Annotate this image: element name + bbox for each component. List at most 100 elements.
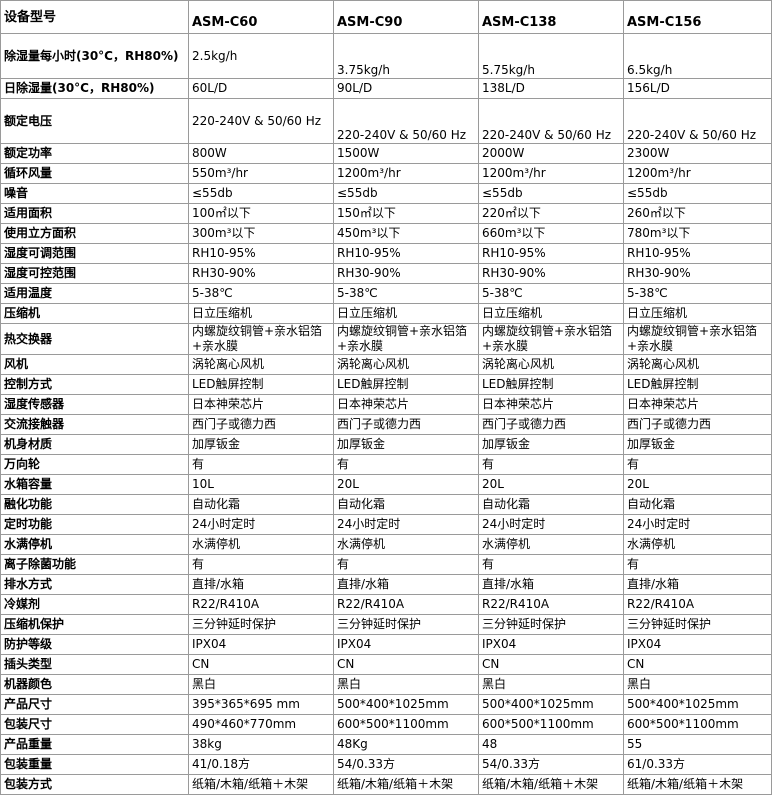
cell: 5-38℃ xyxy=(624,284,772,304)
cell: 20L xyxy=(334,475,479,495)
cell: 有 xyxy=(334,555,479,575)
cell: 220㎡以下 xyxy=(479,204,624,224)
cell: 日立压缩机 xyxy=(334,304,479,324)
cell: 加厚钣金 xyxy=(624,435,772,455)
row-label: 插头类型 xyxy=(1,655,189,675)
cell: 54/0.33方 xyxy=(479,755,624,775)
cell: ≤55db xyxy=(479,184,624,204)
cell: 日本神荣芯片 xyxy=(624,395,772,415)
cell: 2.5kg/h xyxy=(189,34,334,79)
cell: 150㎡以下 xyxy=(334,204,479,224)
cell: 490*460*770mm xyxy=(189,715,334,735)
cell: IPX04 xyxy=(189,635,334,655)
cell: 日立压缩机 xyxy=(479,304,624,324)
table-row: 压缩机日立压缩机日立压缩机日立压缩机日立压缩机 xyxy=(1,304,772,324)
cell: 直排/水箱 xyxy=(334,575,479,595)
table-row: 机身材质加厚钣金加厚钣金加厚钣金加厚钣金 xyxy=(1,435,772,455)
row-label: 日除湿量(30°C，RH80%) xyxy=(1,79,189,99)
cell: 220-240V & 50/60 Hz xyxy=(624,99,772,144)
row-label: 包装重量 xyxy=(1,755,189,775)
cell: 涡轮离心风机 xyxy=(189,355,334,375)
cell: 54/0.33方 xyxy=(334,755,479,775)
row-label: 机器颜色 xyxy=(1,675,189,695)
cell: ≤55db xyxy=(189,184,334,204)
table-row: 水满停机水满停机水满停机水满停机水满停机 xyxy=(1,535,772,555)
cell: 有 xyxy=(334,455,479,475)
cell: 自动化霜 xyxy=(189,495,334,515)
cell: 纸箱/木箱/纸箱＋木架 xyxy=(334,775,479,795)
table-row: 冷媒剂R22/R410AR22/R410AR22/R410AR22/R410A xyxy=(1,595,772,615)
cell: 纸箱/木箱/纸箱＋木架 xyxy=(479,775,624,795)
table-row: 额定电压220-240V & 50/60 Hz220-240V & 50/60 … xyxy=(1,99,772,144)
cell: CN xyxy=(479,655,624,675)
cell: R22/R410A xyxy=(334,595,479,615)
cell: RH30-90% xyxy=(624,264,772,284)
cell: 10L xyxy=(189,475,334,495)
row-label: 风机 xyxy=(1,355,189,375)
table-row: 万向轮有有有有 xyxy=(1,455,772,475)
table-row: 控制方式LED触屏控制LED触屏控制LED触屏控制LED触屏控制 xyxy=(1,375,772,395)
table-row: 产品重量38kg48Kg4855 xyxy=(1,735,772,755)
cell: LED触屏控制 xyxy=(334,375,479,395)
row-label: 水满停机 xyxy=(1,535,189,555)
table-row: 适用面积100㎡以下150㎡以下220㎡以下260㎡以下 xyxy=(1,204,772,224)
cell: 内螺旋纹铜管+亲水铝箔+亲水膜 xyxy=(624,324,772,355)
row-label: 噪音 xyxy=(1,184,189,204)
cell: 2000W xyxy=(479,144,624,164)
table-row: 湿度可控范围RH30-90%RH30-90%RH30-90%RH30-90% xyxy=(1,264,772,284)
cell: 1200m³/hr xyxy=(479,164,624,184)
cell: 38kg xyxy=(189,735,334,755)
cell: 加厚钣金 xyxy=(334,435,479,455)
cell: 260㎡以下 xyxy=(624,204,772,224)
cell: 西门子或德力西 xyxy=(189,415,334,435)
cell: 800W xyxy=(189,144,334,164)
table-row: 水箱容量10L20L20L20L xyxy=(1,475,772,495)
cell: 纸箱/木箱/纸箱＋木架 xyxy=(624,775,772,795)
cell: 日立压缩机 xyxy=(624,304,772,324)
header-row: 设备型号ASM-C60ASM-C90ASM-C138ASM-C156 xyxy=(1,1,772,34)
row-label: 压缩机 xyxy=(1,304,189,324)
cell: 60L/D xyxy=(189,79,334,99)
cell: 24小时定时 xyxy=(624,515,772,535)
row-label: 万向轮 xyxy=(1,455,189,475)
cell: 内螺旋纹铜管+亲水铝箔+亲水膜 xyxy=(334,324,479,355)
cell: 1200m³/hr xyxy=(334,164,479,184)
table-row: 产品尺寸395*365*695 mm500*400*1025mm500*400*… xyxy=(1,695,772,715)
cell: 日立压缩机 xyxy=(189,304,334,324)
cell: 纸箱/木箱/纸箱＋木架 xyxy=(189,775,334,795)
cell: 三分钟延时保护 xyxy=(334,615,479,635)
table-row: 离子除菌功能有有有有 xyxy=(1,555,772,575)
cell: 水满停机 xyxy=(479,535,624,555)
cell: 450m³以下 xyxy=(334,224,479,244)
cell: 20L xyxy=(624,475,772,495)
cell: 100㎡以下 xyxy=(189,204,334,224)
cell: 有 xyxy=(479,555,624,575)
cell: 2300W xyxy=(624,144,772,164)
cell: 1500W xyxy=(334,144,479,164)
cell: 500*400*1025mm xyxy=(624,695,772,715)
cell: 500*400*1025mm xyxy=(479,695,624,715)
row-label: 机身材质 xyxy=(1,435,189,455)
cell: 5.75kg/h xyxy=(479,34,624,79)
cell: 395*365*695 mm xyxy=(189,695,334,715)
cell: 220-240V & 50/60 Hz xyxy=(479,99,624,144)
table-row: 包装尺寸490*460*770mm600*500*1100mm600*500*1… xyxy=(1,715,772,735)
cell: 1200m³/hr xyxy=(624,164,772,184)
cell: 90L/D xyxy=(334,79,479,99)
cell: 加厚钣金 xyxy=(479,435,624,455)
cell: 61/0.33方 xyxy=(624,755,772,775)
cell: 500*400*1025mm xyxy=(334,695,479,715)
row-label: 定时功能 xyxy=(1,515,189,535)
cell: CN xyxy=(189,655,334,675)
cell: 三分钟延时保护 xyxy=(189,615,334,635)
row-label: 除湿量每小时(30°C，RH80%) xyxy=(1,34,189,79)
cell: 黑白 xyxy=(334,675,479,695)
table-row: 插头类型CNCNCNCN xyxy=(1,655,772,675)
cell: 300m³以下 xyxy=(189,224,334,244)
table-row: 除湿量每小时(30°C，RH80%)2.5kg/h3.75kg/h5.75kg/… xyxy=(1,34,772,79)
cell: 600*500*1100mm xyxy=(334,715,479,735)
table-row: 排水方式直排/水箱直排/水箱直排/水箱直排/水箱 xyxy=(1,575,772,595)
cell: ≤55db xyxy=(334,184,479,204)
row-label: 湿度传感器 xyxy=(1,395,189,415)
